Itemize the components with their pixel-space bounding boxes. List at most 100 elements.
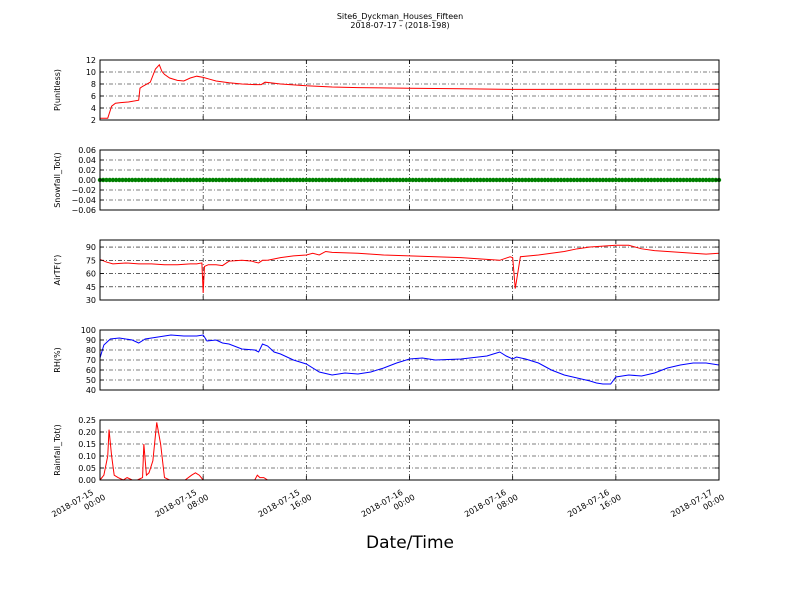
panel-2-point	[439, 177, 444, 183]
panel-2-point	[678, 177, 683, 183]
panel-2-ytick-label: −0.06	[71, 206, 96, 215]
panel-2-point	[130, 177, 135, 183]
figure-title: Site6_Dyckman_Houses_Fifteen	[336, 12, 464, 21]
panel-3-ytick-label: 90	[86, 243, 96, 252]
panel-2-point	[397, 177, 403, 183]
panel-2-point	[168, 177, 174, 183]
panel-2-point	[526, 177, 531, 183]
panel-2-point	[291, 177, 296, 183]
panel-2-point	[603, 177, 609, 183]
panel-2-point	[323, 177, 328, 183]
panel-4-ytick-label: 60	[86, 366, 96, 375]
panel-2-point	[462, 177, 467, 183]
panel-5-series-line	[99, 422, 719, 481]
panel-2-point	[381, 177, 386, 183]
panel-2-point	[288, 177, 293, 183]
panel-2-point	[529, 177, 535, 183]
panel-2-point	[452, 177, 457, 183]
panel-2-point	[220, 177, 225, 183]
panel-2-point	[242, 177, 248, 183]
panel-2-point	[658, 177, 664, 183]
panel-2-point	[146, 177, 151, 183]
panel-2-point	[481, 177, 486, 183]
panel-2-point	[539, 177, 544, 183]
panel-1-series-line	[100, 63, 719, 119]
panel-2-point	[362, 177, 367, 183]
panel-2-point	[265, 177, 270, 183]
panel-4-series-line	[99, 334, 720, 385]
panel-2-point	[536, 177, 541, 183]
panel-4-ytick-label: 70	[86, 356, 96, 365]
panel-2-point	[307, 177, 312, 183]
panel-2-point	[333, 177, 338, 183]
x-tick-label: 2018-07-1600:00	[360, 484, 417, 528]
panel-2-point	[655, 177, 660, 183]
panel-3-ytick-label: 45	[86, 283, 96, 292]
panel-2-point	[410, 177, 415, 183]
panel-2-point	[562, 177, 567, 183]
x-tick-label: 2018-07-1616:00	[566, 484, 623, 528]
panel-2-point	[700, 177, 706, 183]
panel-2-point	[674, 177, 680, 183]
panel-2-point	[629, 177, 635, 183]
panel-2-point	[471, 177, 477, 183]
panel-2-point	[568, 177, 573, 183]
panel-2-point	[358, 177, 364, 183]
panel-2-point	[113, 177, 119, 183]
panel-2-point	[229, 177, 235, 183]
panel-2-point	[407, 177, 412, 183]
panel-2-point	[552, 177, 557, 183]
panel-2-point	[520, 177, 525, 183]
panel-2-point	[442, 177, 448, 183]
panel-2-point	[423, 177, 428, 183]
panel-2-point	[304, 177, 309, 183]
panel-2-point	[616, 177, 622, 183]
x-tick-label: 2018-07-1608:00	[463, 484, 520, 528]
panel-2-ytick-label: 0.06	[78, 146, 96, 155]
panel-2-point	[571, 177, 577, 183]
panel-2-point	[268, 177, 274, 183]
panel-2-ytick-label: 0.04	[78, 156, 96, 165]
panel-5-y-axis-label: Rainfall_Tot()	[53, 424, 62, 476]
panel-2-point	[365, 177, 370, 183]
panel-2-point	[246, 177, 251, 183]
panel-2-point	[320, 177, 325, 183]
panel-2-point	[681, 177, 686, 183]
panel-2-point	[513, 177, 519, 183]
panel-2-point	[329, 177, 335, 183]
panel-2-y-axis-label: Snowfall_Tot()	[53, 152, 62, 208]
panel-2-point	[191, 177, 196, 183]
panel-2-point	[133, 177, 138, 183]
panel-2-point	[384, 177, 390, 183]
panel-2-point	[126, 177, 132, 183]
panel-2-point	[597, 177, 602, 183]
panel-2-point	[142, 177, 148, 183]
panel-2-point	[300, 177, 306, 183]
panel-2-point	[429, 177, 435, 183]
panel-2-point	[697, 177, 702, 183]
panel-2-point	[613, 177, 619, 183]
figure-subtitle: 2018-07-17 - (2018-198)	[350, 21, 450, 30]
panel-2-ytick-label: −0.04	[71, 196, 96, 205]
panel-1-ytick-label: 12	[86, 56, 96, 65]
panel-2-point	[159, 177, 164, 183]
panel-2-point	[500, 177, 506, 183]
panel-2-ytick-label: 0.02	[78, 166, 96, 175]
panel-2-point	[668, 177, 673, 183]
panel-3-y-axis-label: AirTF(°)	[53, 255, 62, 286]
panel-2-point	[294, 177, 299, 183]
panel-2-point	[420, 177, 425, 183]
panel-2-point	[175, 177, 180, 183]
panel-2-point	[352, 177, 357, 183]
panel-4-ytick-label: 90	[86, 336, 96, 345]
panel-2-point	[404, 177, 409, 183]
panel-2-point	[465, 177, 470, 183]
panel-2-point	[549, 177, 554, 183]
x-tick-label: 2018-07-1508:00	[153, 484, 210, 528]
panel-2-point	[574, 177, 580, 183]
panel-2-point	[487, 177, 493, 183]
panel-2-point	[639, 177, 644, 183]
panel-2-point	[510, 177, 515, 183]
panel-2-point	[223, 177, 228, 183]
panel-2-point	[226, 177, 232, 183]
